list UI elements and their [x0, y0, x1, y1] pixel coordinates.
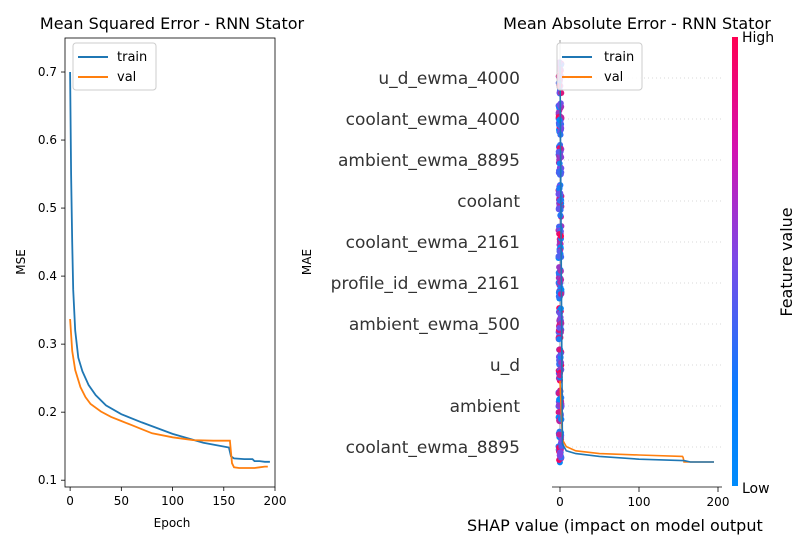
shap-feature-label: ambient_ewma_8895	[338, 151, 520, 171]
colorbar-high-label: High	[742, 30, 774, 46]
mse-series	[69, 71, 270, 469]
mae-y-label: MAE	[300, 249, 314, 275]
shap-point	[556, 372, 563, 379]
mse-legend-train: train	[117, 50, 147, 65]
shap-point	[556, 324, 563, 331]
shap-x-ticks: 0 100 200	[556, 487, 729, 509]
mse-y-label: MSE	[14, 249, 28, 275]
mse-y-ticks: 0.1 0.2 0.3 0.4 0.5 0.6 0.7	[38, 65, 65, 487]
mse-title: Mean Squared Error - RNN Stator	[40, 14, 305, 33]
mse-y-tick-label: 0.3	[38, 337, 57, 351]
mse-y-tick-label: 0.7	[38, 65, 57, 79]
mse-x-tick-label: 100	[161, 494, 184, 508]
shap-x-tick-label: 200	[707, 495, 730, 509]
shap-feature-labels: u_d_ewma_4000 coolant_ewma_4000 ambient_ew…	[331, 69, 521, 458]
mse-y-tick-label: 0.4	[38, 269, 57, 283]
mae-train-line	[559, 59, 714, 463]
shap-point	[556, 336, 562, 343]
mse-val-line	[69, 318, 268, 469]
colorbar-label: Feature value	[777, 207, 796, 316]
mse-x-label: Epoch	[154, 516, 191, 530]
mse-train-line	[69, 71, 270, 463]
mae-legend-val: val	[604, 70, 623, 85]
shap-point	[556, 346, 563, 353]
shap-feature-label: u_d	[490, 356, 520, 376]
mse-x-tick-label: 50	[114, 494, 129, 508]
shap-feature-label: u_d_ewma_4000	[378, 69, 520, 89]
shap-point	[556, 431, 563, 438]
mse-chart: Mean Squared Error - RNN Stator 0 50 100 15…	[14, 14, 305, 530]
shap-point	[556, 116, 563, 123]
shap-grid-lines	[560, 77, 722, 448]
mse-plot-frame	[64, 37, 276, 488]
shap-point	[555, 191, 562, 198]
shap-feature-label: coolant_ewma_4000	[346, 110, 520, 130]
shap-x-label: SHAP value (impact on model output	[467, 516, 763, 535]
shap-point	[557, 449, 563, 456]
mae-legend-train: train	[604, 50, 634, 65]
mse-y-tick-label: 0.6	[38, 133, 57, 147]
shap-feature-label: coolant_ewma_8895	[346, 438, 520, 458]
shap-feature-label: profile_id_ewma_2161	[331, 274, 520, 294]
shap-x-tick-label: 100	[628, 495, 651, 509]
shap-feature-label: coolant	[457, 192, 520, 212]
shap-feature-label: coolant_ewma_2161	[346, 233, 520, 253]
mae-series	[559, 59, 714, 463]
mae-title: Mean Absolute Error - RNN Stator	[503, 14, 771, 33]
shap-point	[555, 253, 562, 260]
mse-x-tick-label: 200	[264, 494, 287, 508]
mae-chart: Mean Absolute Error - RNN Stator MAE 0 10…	[300, 14, 796, 535]
mae-val-line	[559, 380, 714, 463]
shap-point	[556, 197, 563, 204]
mse-legend: train val	[72, 42, 157, 91]
mse-legend-box	[72, 42, 157, 91]
shap-point	[558, 90, 565, 96]
mse-x-tick-label: 150	[212, 494, 235, 508]
colorbar-low-label: Low	[742, 481, 770, 497]
shap-feature-label: ambient_ewma_500	[349, 315, 520, 335]
mse-y-tick-label: 0.5	[38, 201, 57, 215]
mse-x-tick-label: 0	[66, 494, 74, 508]
mse-legend-val: val	[117, 70, 136, 85]
mae-legend-box	[556, 42, 643, 91]
mae-legend: train val	[556, 42, 643, 91]
mse-x-ticks: 0 50 100 150 200	[66, 487, 286, 508]
shap-x-tick-label: 0	[556, 495, 564, 509]
shap-point	[556, 169, 563, 176]
mse-y-tick-label: 0.1	[38, 473, 57, 487]
mse-y-tick-label: 0.2	[38, 405, 57, 419]
shap-feature-label: ambient	[450, 397, 521, 417]
shap-colorbar	[732, 37, 738, 486]
